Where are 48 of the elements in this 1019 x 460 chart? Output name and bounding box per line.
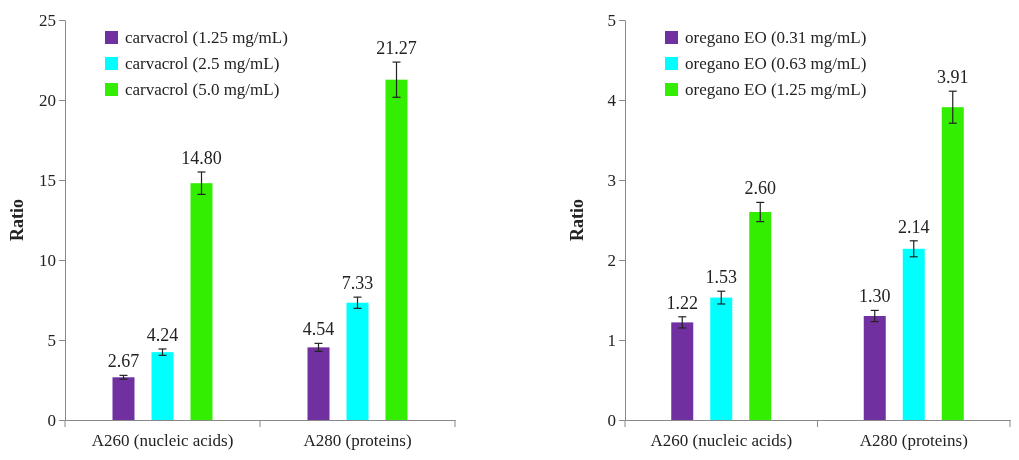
data-label: 4.24 <box>146 324 179 345</box>
legend-label: carvacrol (1.25 mg/mL) <box>125 28 288 47</box>
bar <box>863 316 886 420</box>
bar <box>346 302 369 420</box>
bar <box>671 322 694 420</box>
legend-label: oregano EO (0.31 mg/mL) <box>685 28 867 47</box>
data-label: 3.91 <box>937 67 969 88</box>
data-label: 2.60 <box>744 178 776 199</box>
data-label: 2.14 <box>898 216 930 237</box>
y-tick-label: 25 <box>39 10 56 30</box>
data-label: 2.67 <box>107 351 140 372</box>
bar <box>307 347 330 420</box>
bar <box>710 297 733 420</box>
legend-label: carvacrol (5.0 mg/mL) <box>125 80 280 99</box>
bar <box>112 377 135 420</box>
legend-label: carvacrol (2.5 mg/mL) <box>125 54 280 73</box>
data-label: 1.53 <box>705 267 737 288</box>
bar <box>749 212 772 420</box>
data-label: 14.80 <box>181 148 222 168</box>
data-label: 4.54 <box>302 319 335 340</box>
bar <box>941 107 964 420</box>
y-axis-title: Ratio <box>567 199 587 241</box>
y-tick-label: 5 <box>607 10 616 30</box>
x-tick-label: A260 (nucleic acids) <box>650 431 793 451</box>
y-tick-label: 1 <box>607 330 616 350</box>
y-tick-label: 15 <box>39 170 56 190</box>
data-label: 7.33 <box>341 273 374 294</box>
data-label: 1.22 <box>666 292 698 313</box>
y-tick-label: 4 <box>607 90 617 110</box>
y-tick-label: 2 <box>607 250 616 270</box>
y-tick-label: 0 <box>47 410 56 430</box>
legend-label: oregano EO (1.25 mg/mL) <box>685 80 867 99</box>
legend-label: oregano EO (0.63 mg/mL) <box>685 54 867 73</box>
x-tick-label: A280 (proteins) <box>303 431 412 451</box>
bar <box>151 352 174 420</box>
bar <box>385 79 408 420</box>
data-label: 21.27 <box>376 38 417 59</box>
y-tick-label: 0 <box>607 410 616 430</box>
y-tick-label: 20 <box>39 90 56 110</box>
y-tick-label: 3 <box>607 170 616 190</box>
y-tick-label: 10 <box>39 250 56 270</box>
y-tick-label: 5 <box>47 330 56 350</box>
bar <box>190 183 213 420</box>
x-tick-label: A280 (proteins) <box>859 431 968 451</box>
data-label: 1.30 <box>859 286 891 307</box>
x-tick-label: A260 (nucleic acids) <box>91 431 234 451</box>
bar <box>902 248 925 420</box>
y-axis-title: Ratio <box>7 199 27 241</box>
